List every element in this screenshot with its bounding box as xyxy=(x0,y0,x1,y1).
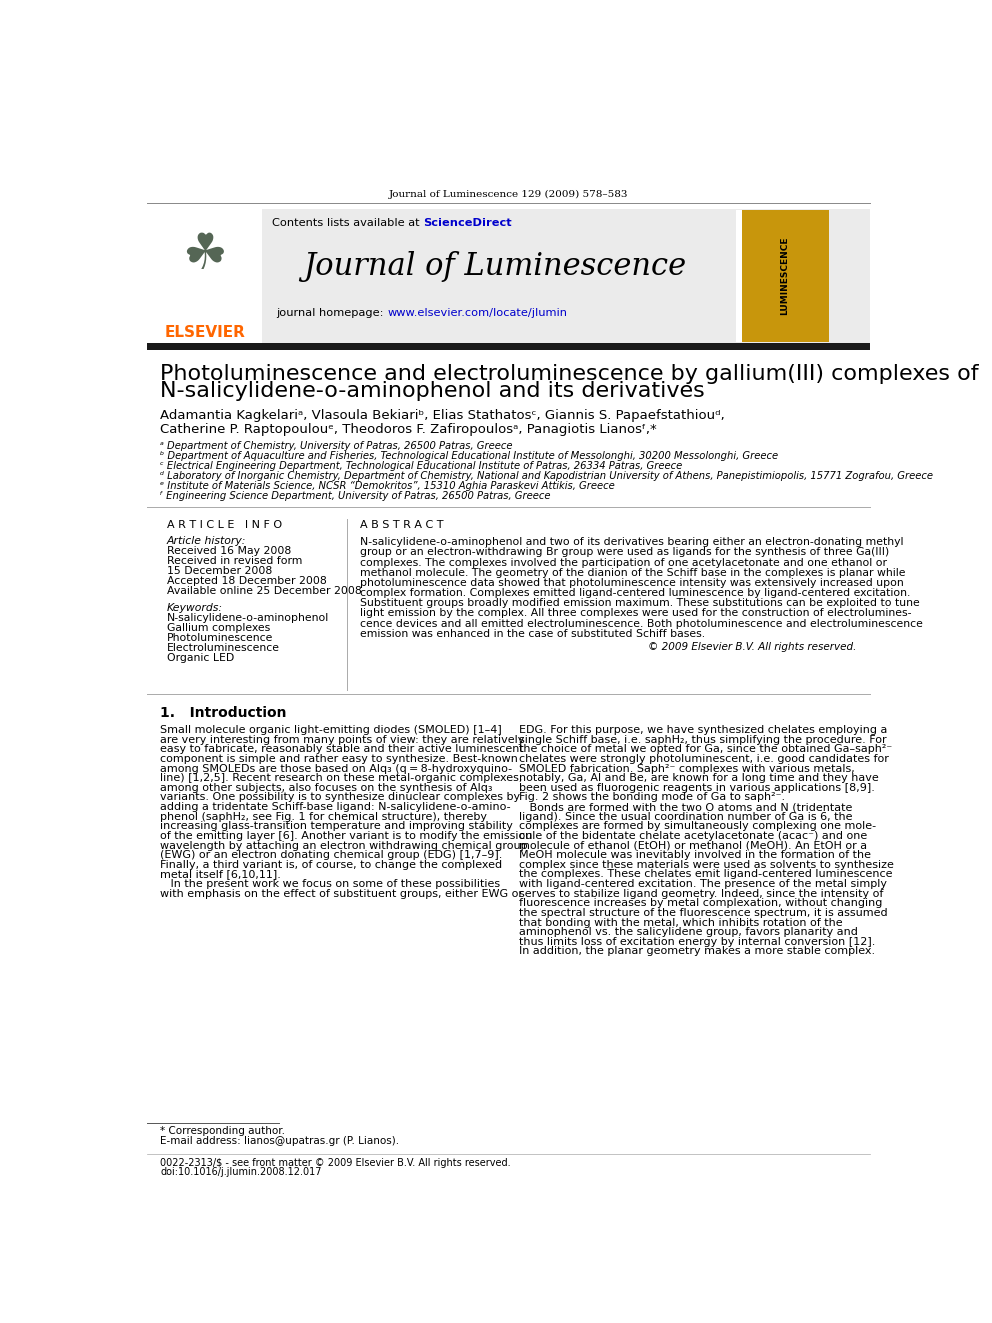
Text: ᶠ Engineering Science Department, University of Patras, 26500 Patras, Greece: ᶠ Engineering Science Department, Univer… xyxy=(161,491,551,501)
Text: the spectral structure of the fluorescence spectrum, it is assumed: the spectral structure of the fluorescen… xyxy=(519,908,888,918)
Text: ☘: ☘ xyxy=(183,232,227,279)
Text: ᵃ Department of Chemistry, University of Patras, 26500 Patras, Greece: ᵃ Department of Chemistry, University of… xyxy=(161,441,513,451)
Text: Adamantia Kagkelariᵃ, Vlasoula Bekiariᵇ, Elias Stathatosᶜ, Giannis S. Papaefstat: Adamantia Kagkelariᵃ, Vlasoula Bekiariᵇ,… xyxy=(161,409,725,422)
Text: © 2009 Elsevier B.V. All rights reserved.: © 2009 Elsevier B.V. All rights reserved… xyxy=(648,642,856,652)
Text: among other subjects, also focuses on the synthesis of Alq₃: among other subjects, also focuses on th… xyxy=(161,783,493,792)
Text: www.elsevier.com/locate/jlumin: www.elsevier.com/locate/jlumin xyxy=(388,308,567,318)
Text: line) [1,2,5]. Recent research on these metal-organic complexes,: line) [1,2,5]. Recent research on these … xyxy=(161,773,523,783)
Text: phenol (saphH₂, see Fig. 1 for chemical structure), thereby: phenol (saphH₂, see Fig. 1 for chemical … xyxy=(161,812,487,822)
Text: increasing glass-transition temperature and improving stability: increasing glass-transition temperature … xyxy=(161,822,513,831)
Text: serves to stabilize ligand geometry. Indeed, since the intensity of: serves to stabilize ligand geometry. Ind… xyxy=(519,889,884,898)
Text: photoluminescence data showed that photoluminescence intensity was extensively i: photoluminescence data showed that photo… xyxy=(360,578,904,587)
Text: Keywords:: Keywords: xyxy=(167,603,222,614)
Text: the choice of metal we opted for Ga, since the obtained Ga–saph²⁻: the choice of metal we opted for Ga, sin… xyxy=(519,745,893,754)
Text: easy to fabricate, reasonably stable and their active luminescent: easy to fabricate, reasonably stable and… xyxy=(161,745,524,754)
Text: ᶜ Electrical Engineering Department, Technological Educational Institute of Patr: ᶜ Electrical Engineering Department, Tec… xyxy=(161,460,682,471)
Text: cence devices and all emitted electroluminescence. Both photoluminescence and el: cence devices and all emitted electrolum… xyxy=(360,619,924,628)
Text: N-salicylidene-o-aminophenol and its derivatives: N-salicylidene-o-aminophenol and its der… xyxy=(161,381,705,401)
Text: 1.   Introduction: 1. Introduction xyxy=(161,706,287,720)
Text: group or an electron-withdrawing Br group were used as ligands for the synthesis: group or an electron-withdrawing Br grou… xyxy=(360,548,890,557)
Text: methanol molecule. The geometry of the dianion of the Schiff base in the complex: methanol molecule. The geometry of the d… xyxy=(360,568,906,578)
Text: journal homepage:: journal homepage: xyxy=(277,308,388,318)
Text: (EWG) or an electron donating chemical group (EDG) [1,7–9].: (EWG) or an electron donating chemical g… xyxy=(161,851,503,860)
Text: Electroluminescence: Electroluminescence xyxy=(167,643,280,654)
Text: thus limits loss of excitation energy by internal conversion [12].: thus limits loss of excitation energy by… xyxy=(519,937,876,947)
Text: aminophenol vs. the salicylidene group, favors planarity and: aminophenol vs. the salicylidene group, … xyxy=(519,927,858,937)
Text: complexes are formed by simultaneously complexing one mole-: complexes are formed by simultaneously c… xyxy=(519,822,876,831)
Text: light emission by the complex. All three complexes were used for the constructio: light emission by the complex. All three… xyxy=(360,609,912,618)
Text: Small molecule organic light-emitting diodes (SMOLED) [1–4]: Small molecule organic light-emitting di… xyxy=(161,725,502,736)
Text: complexes. The complexes involved the participation of one acetylacetonate and o: complexes. The complexes involved the pa… xyxy=(360,557,888,568)
Text: Photoluminescence: Photoluminescence xyxy=(167,634,273,643)
Text: been used as fluorogenic reagents in various applications [8,9].: been used as fluorogenic reagents in var… xyxy=(519,783,875,792)
Text: with emphasis on the effect of substituent groups, either EWG or: with emphasis on the effect of substitue… xyxy=(161,889,524,898)
Text: cule of the bidentate chelate acetylacetonate (acac⁻) and one: cule of the bidentate chelate acetylacet… xyxy=(519,831,867,841)
Text: Contents lists available at: Contents lists available at xyxy=(272,218,424,228)
Text: N-salicylidene-o-aminophenol and two of its derivatives bearing either an electr: N-salicylidene-o-aminophenol and two of … xyxy=(360,537,904,548)
Text: ScienceDirect: ScienceDirect xyxy=(424,218,512,228)
Text: LUMINESCENCE: LUMINESCENCE xyxy=(780,237,789,315)
Text: In addition, the planar geometry makes a more stable complex.: In addition, the planar geometry makes a… xyxy=(519,946,875,957)
Text: chelates were strongly photoluminescent, i.e. good candidates for: chelates were strongly photoluminescent,… xyxy=(519,754,889,763)
Text: Available online 25 December 2008: Available online 25 December 2008 xyxy=(167,586,361,597)
Text: doi:10.1016/j.jlumin.2008.12.017: doi:10.1016/j.jlumin.2008.12.017 xyxy=(161,1167,322,1177)
Text: E-mail address: lianos@upatras.gr (P. Lianos).: E-mail address: lianos@upatras.gr (P. Li… xyxy=(161,1135,400,1146)
Text: MeOH molecule was inevitably involved in the formation of the: MeOH molecule was inevitably involved in… xyxy=(519,851,871,860)
Text: Accepted 18 December 2008: Accepted 18 December 2008 xyxy=(167,577,326,586)
Text: Gallium complexes: Gallium complexes xyxy=(167,623,270,634)
Text: molecule of ethanol (EtOH) or methanol (MeOH). An EtOH or a: molecule of ethanol (EtOH) or methanol (… xyxy=(519,840,867,851)
Text: A R T I C L E   I N F O: A R T I C L E I N F O xyxy=(167,520,282,531)
Text: Received in revised form: Received in revised form xyxy=(167,557,302,566)
Text: emission was enhanced in the case of substituted Schiff bases.: emission was enhanced in the case of sub… xyxy=(360,628,705,639)
Text: * Corresponding author.: * Corresponding author. xyxy=(161,1126,286,1135)
FancyBboxPatch shape xyxy=(147,343,870,349)
Text: Bonds are formed with the two O atoms and N (tridentate: Bonds are formed with the two O atoms an… xyxy=(519,802,853,812)
Text: metal itself [6,10,11].: metal itself [6,10,11]. xyxy=(161,869,282,880)
Text: are very interesting from many points of view: they are relatively: are very interesting from many points of… xyxy=(161,734,525,745)
Text: variants. One possibility is to synthesize dinuclear complexes by: variants. One possibility is to synthesi… xyxy=(161,792,521,803)
FancyBboxPatch shape xyxy=(147,209,262,344)
Text: Finally, a third variant is, of course, to change the complexed: Finally, a third variant is, of course, … xyxy=(161,860,503,869)
Text: fluorescence increases by metal complexation, without changing: fluorescence increases by metal complexa… xyxy=(519,898,883,909)
Text: ᵈ Laboratory of Inorganic Chemistry, Department of Chemistry, National and Kapod: ᵈ Laboratory of Inorganic Chemistry, Dep… xyxy=(161,471,933,482)
Text: A B S T R A C T: A B S T R A C T xyxy=(360,520,443,531)
Text: complex formation. Complexes emitted ligand-centered luminescence by ligand-cent: complex formation. Complexes emitted lig… xyxy=(360,587,911,598)
Text: ᵇ Department of Aquaculture and Fisheries, Technological Educational Institute o: ᵇ Department of Aquaculture and Fisherie… xyxy=(161,451,779,460)
Text: N-salicylidene-o-aminophenol: N-salicylidene-o-aminophenol xyxy=(167,614,329,623)
Text: wavelength by attaching an electron withdrawing chemical group: wavelength by attaching an electron with… xyxy=(161,840,528,851)
Text: single Schiff base, i.e. saphH₂, thus simplifying the procedure. For: single Schiff base, i.e. saphH₂, thus si… xyxy=(519,734,887,745)
Text: Journal of Luminescence 129 (2009) 578–583: Journal of Luminescence 129 (2009) 578–5… xyxy=(389,189,628,198)
Text: Photoluminescence and electroluminescence by gallium(III) complexes of: Photoluminescence and electroluminescenc… xyxy=(161,364,979,385)
Text: ligand). Since the usual coordination number of Ga is 6, the: ligand). Since the usual coordination nu… xyxy=(519,812,853,822)
Text: Received 16 May 2008: Received 16 May 2008 xyxy=(167,546,291,557)
Text: 15 December 2008: 15 December 2008 xyxy=(167,566,272,577)
Text: Catherine P. Raptopoulouᵉ, Theodoros F. Zafiropoulosᵃ, Panagiotis Lianosᶠ,*: Catherine P. Raptopoulouᵉ, Theodoros F. … xyxy=(161,422,657,435)
Text: 0022-2313/$ - see front matter © 2009 Elsevier B.V. All rights reserved.: 0022-2313/$ - see front matter © 2009 El… xyxy=(161,1158,511,1168)
Text: SMOLED fabrication. Saph²⁻ complexes with various metals,: SMOLED fabrication. Saph²⁻ complexes wit… xyxy=(519,763,855,774)
Text: Organic LED: Organic LED xyxy=(167,654,234,664)
Text: Substituent groups broadly modified emission maximum. These substitutions can be: Substituent groups broadly modified emis… xyxy=(360,598,921,609)
Text: the complexes. These chelates emit ligand-centered luminescence: the complexes. These chelates emit ligan… xyxy=(519,869,893,880)
Text: ᵉ Institute of Materials Science, NCSR “Demokritos”, 15310 Aghia Paraskevi Attik: ᵉ Institute of Materials Science, NCSR “… xyxy=(161,482,615,491)
Text: with ligand-centered excitation. The presence of the metal simply: with ligand-centered excitation. The pre… xyxy=(519,878,887,889)
Text: Article history:: Article history: xyxy=(167,536,246,546)
Text: ELSEVIER: ELSEVIER xyxy=(164,324,245,340)
Text: EDG. For this purpose, we have synthesized chelates employing a: EDG. For this purpose, we have synthesiz… xyxy=(519,725,888,736)
Text: among SMOLEDs are those based on Alq₃ (q = 8-hydroxyquino-: among SMOLEDs are those based on Alq₃ (q… xyxy=(161,763,513,774)
FancyBboxPatch shape xyxy=(147,209,870,344)
Text: that bonding with the metal, which inhibits rotation of the: that bonding with the metal, which inhib… xyxy=(519,918,843,927)
FancyBboxPatch shape xyxy=(736,210,829,343)
Text: In the present work we focus on some of these possibilities: In the present work we focus on some of … xyxy=(161,878,501,889)
Text: notably, Ga, Al and Be, are known for a long time and they have: notably, Ga, Al and Be, are known for a … xyxy=(519,773,879,783)
Text: component is simple and rather easy to synthesize. Best-known: component is simple and rather easy to s… xyxy=(161,754,518,763)
Text: Journal of Luminescence: Journal of Luminescence xyxy=(303,251,686,282)
Text: Fig. 2 shows the bonding mode of Ga to saph²⁻.: Fig. 2 shows the bonding mode of Ga to s… xyxy=(519,792,786,803)
Text: complex since these materials were used as solvents to synthesize: complex since these materials were used … xyxy=(519,860,894,869)
Text: of the emitting layer [6]. Another variant is to modify the emission: of the emitting layer [6]. Another varia… xyxy=(161,831,533,841)
Text: adding a tridentate Schiff-base ligand: N-salicylidene-o-amino-: adding a tridentate Schiff-base ligand: … xyxy=(161,802,511,812)
FancyBboxPatch shape xyxy=(736,210,742,343)
